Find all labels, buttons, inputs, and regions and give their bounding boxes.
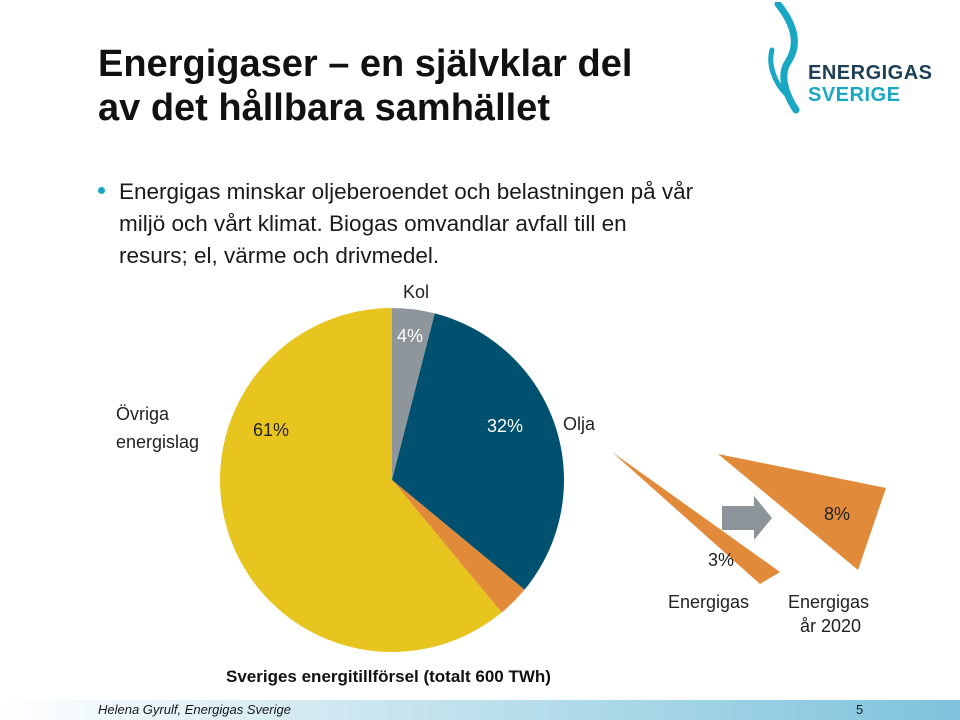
pie-slice-kol xyxy=(392,308,435,480)
energigas-2020-label-line-2: år 2020 xyxy=(800,616,861,636)
bullet-list: Energigas minskar oljeberoendet och bela… xyxy=(98,176,698,272)
pie-slice-ovriga xyxy=(220,308,502,652)
slide-title: Energigaser – en självklar del av det hå… xyxy=(98,42,738,130)
kol-label: Kol xyxy=(403,282,429,302)
title-line-2: av det hållbara samhället xyxy=(98,87,550,129)
footer-author: Helena Gyrulf, Energigas Sverige xyxy=(98,702,291,717)
energigas-label: Energigas xyxy=(668,592,749,612)
pie-slice-olja xyxy=(392,313,565,590)
ovriga-percent-label: 61% xyxy=(253,420,289,440)
olja-percent-label: 32% xyxy=(487,416,523,436)
olja-label: Olja xyxy=(563,414,596,434)
energigas-2020-wedge xyxy=(718,454,886,570)
energy-supply-chart: Kol 4% 32% Olja 61% Övriga energislag 3%… xyxy=(116,282,886,652)
flame-icon xyxy=(768,2,800,114)
ovriga-label-line-2: energislag xyxy=(116,432,199,452)
energigas-2020-label-line-1: Energigas xyxy=(788,592,869,612)
page-number: 5 xyxy=(856,702,864,717)
energigas-sverige-logo: ENERGIGAS SVERIGE xyxy=(766,2,946,114)
bullet-text: Energigas minskar oljeberoendet och bela… xyxy=(119,179,694,268)
kol-percent-label: 4% xyxy=(397,326,423,346)
energigas-percent-label: 3% xyxy=(708,550,734,570)
energigas-current-wedge xyxy=(612,452,780,584)
arrow-icon xyxy=(722,496,772,540)
footer-bar: Helena Gyrulf, Energigas Sverige 5 xyxy=(0,700,960,720)
bullet-marker xyxy=(98,187,105,194)
logo-text-line-1: ENERGIGAS xyxy=(808,62,933,84)
ovriga-label-line-1: Övriga xyxy=(116,404,170,424)
chart-caption: Sveriges energitillförsel (totalt 600 TW… xyxy=(226,667,551,686)
title-line-1: Energigaser – en självklar del xyxy=(98,43,633,85)
energigas-2020-percent-label: 8% xyxy=(824,504,850,524)
pie-slice-energigas xyxy=(392,480,525,613)
logo-text-line-2: SVERIGE xyxy=(808,84,901,106)
